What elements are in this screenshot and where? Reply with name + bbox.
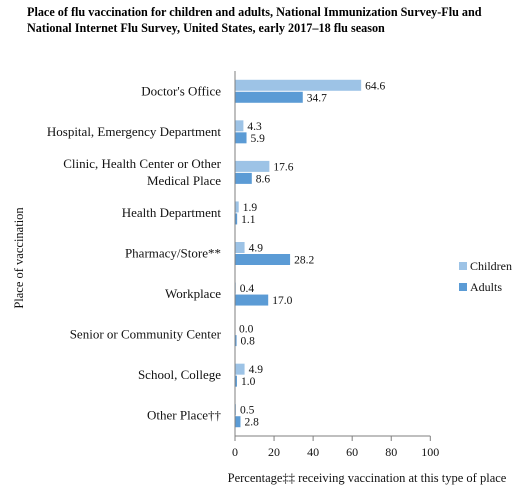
x-tick-label: 40 [307,445,319,459]
bar-adults [235,375,237,387]
bar-children [235,160,270,172]
data-label-children: 64.6 [365,80,385,92]
bar-adults [235,172,252,184]
x-axis-label: Percentage‡‡ receiving vaccination at th… [228,471,507,485]
bar-adults [235,213,238,225]
data-label-children: 4.3 [247,121,262,133]
category-label: Health Department [122,205,222,220]
category-label: Hospital, Emergency Department [47,124,222,139]
bar-children [235,79,362,91]
data-label-children: 0.0 [239,324,254,336]
data-label-adults: 0.8 [241,336,256,348]
bar-children [235,242,245,253]
data-label-children: 0.4 [240,283,255,295]
x-tick-label: 60 [346,445,358,459]
data-label-adults: 28.2 [294,255,314,267]
bar-adults [235,91,303,103]
category-label: Workplace [165,286,221,301]
x-tick-label: 80 [385,445,397,459]
chart-title: Place of flu vaccination for children an… [27,5,482,35]
data-label-children: 17.6 [273,161,293,173]
bar-adults [235,416,241,428]
x-tick-label: 0 [232,445,238,459]
category-label: School, College [138,367,221,382]
bar-adults [235,294,269,306]
data-label-children: 4.9 [249,243,264,255]
x-axis-ticks: 0 20 40 60 80 100 [232,436,439,459]
data-label-adults: 5.9 [251,133,266,145]
x-tick-label: 20 [268,445,280,459]
bar-children [235,120,244,132]
legend-swatch-children [459,262,467,270]
y-axis-label-group: Place of vaccination [12,207,26,309]
category-labels: Doctor's Office Hospital, Emergency Depar… [47,83,222,422]
category-label: Medical Place [147,173,221,188]
bar-adults [235,132,247,144]
data-label-adults: 34.7 [307,92,327,104]
data-label-children: 4.9 [249,364,264,376]
bar-adults [235,335,237,347]
legend-swatch-adults [459,283,467,291]
y-axis-label: Place of vaccination [12,207,26,309]
category-label: Pharmacy/Store** [125,246,221,261]
data-label-adults: 2.8 [244,417,259,429]
data-label-children: 0.5 [240,405,255,417]
bar-children [235,363,245,375]
legend: Children Adults [459,259,512,294]
category-label: Doctor's Office [141,83,221,98]
legend-label-children: Children [470,259,512,273]
category-label: Senior or Community Center [70,327,222,342]
data-label-adults: 17.0 [272,295,292,307]
category-label: Other Place†† [147,408,222,423]
legend-label-adults: Adults [470,280,502,294]
data-label-adults: 1.1 [241,214,256,226]
bars: 64.6 34.7 4.35.9 17.68.6 1.91.1 4.9 28.2 0.4 17.… [235,79,386,429]
data-label-children: 1.9 [243,202,258,214]
x-tick-label: 100 [421,445,439,459]
bar-children [235,201,239,213]
category-label: Clinic, Health Center or Other [63,156,221,171]
data-label-adults: 1.0 [241,376,256,388]
data-label-adults: 8.6 [256,173,271,185]
bar-adults [235,254,291,265]
